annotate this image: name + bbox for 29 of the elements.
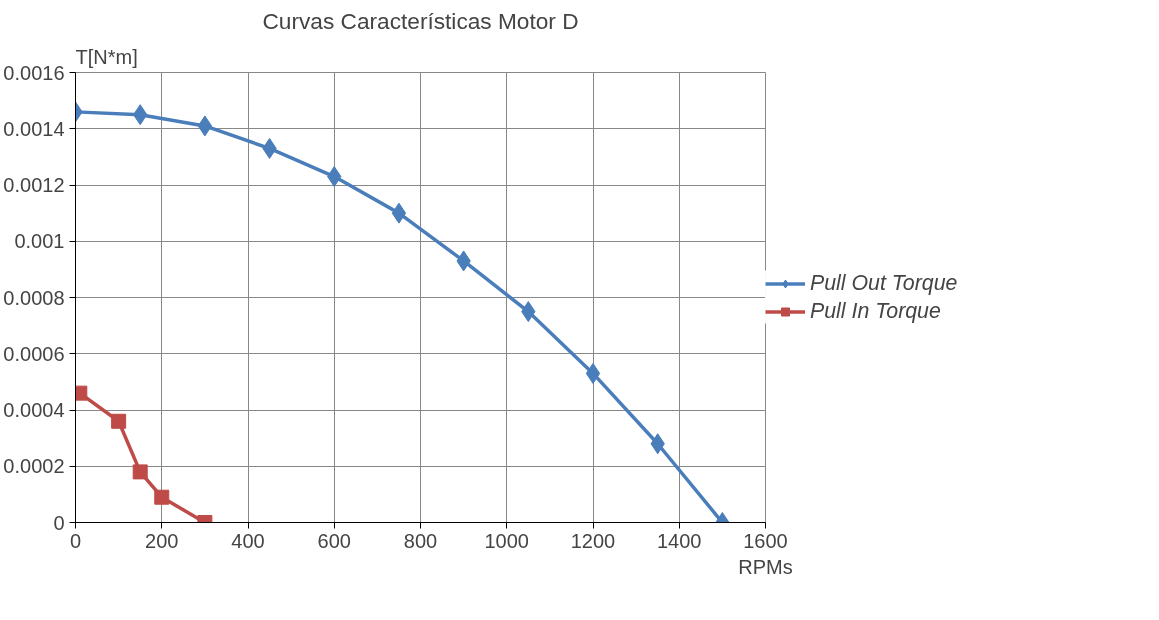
y-tick-label: 0.0016 [3, 61, 65, 84]
legend-label: Pull In Torque [810, 298, 941, 324]
point [132, 464, 148, 480]
y-tick-label: 0.0004 [3, 399, 65, 421]
x-tick-label: 400 [231, 529, 265, 552]
point [111, 413, 127, 429]
y-tick-label: 0.0002 [3, 455, 65, 478]
legend-label: Pull Out Torque [810, 270, 958, 296]
y-tick-label: 0.0008 [3, 286, 65, 309]
point [585, 362, 601, 384]
y-tick-label: 0.0014 [3, 117, 65, 140]
y-tick-label: 0.0012 [3, 174, 65, 196]
y-tick-label: 0 [53, 511, 65, 534]
y-axis-title: T[N*m] [75, 45, 138, 68]
point [391, 202, 407, 224]
chart-title: Curvas Características Motor D [262, 7, 579, 34]
x-tick-label: 1400 [657, 529, 702, 552]
x-axis-title: RPMs [738, 555, 793, 578]
y-tick-label: 0.0006 [3, 342, 65, 365]
x-tick-label: 600 [317, 529, 351, 552]
x-tick-label: 200 [145, 529, 179, 552]
y-tick-label: 0.001 [14, 230, 65, 253]
x-tick-label: 0 [69, 529, 82, 552]
x-tick-label: 1200 [570, 529, 616, 552]
x-tick-label: 800 [403, 529, 438, 552]
point [154, 489, 170, 505]
x-tick-label: 1000 [484, 529, 529, 552]
point [197, 115, 213, 137]
x-tick-label: 1600 [743, 529, 788, 552]
